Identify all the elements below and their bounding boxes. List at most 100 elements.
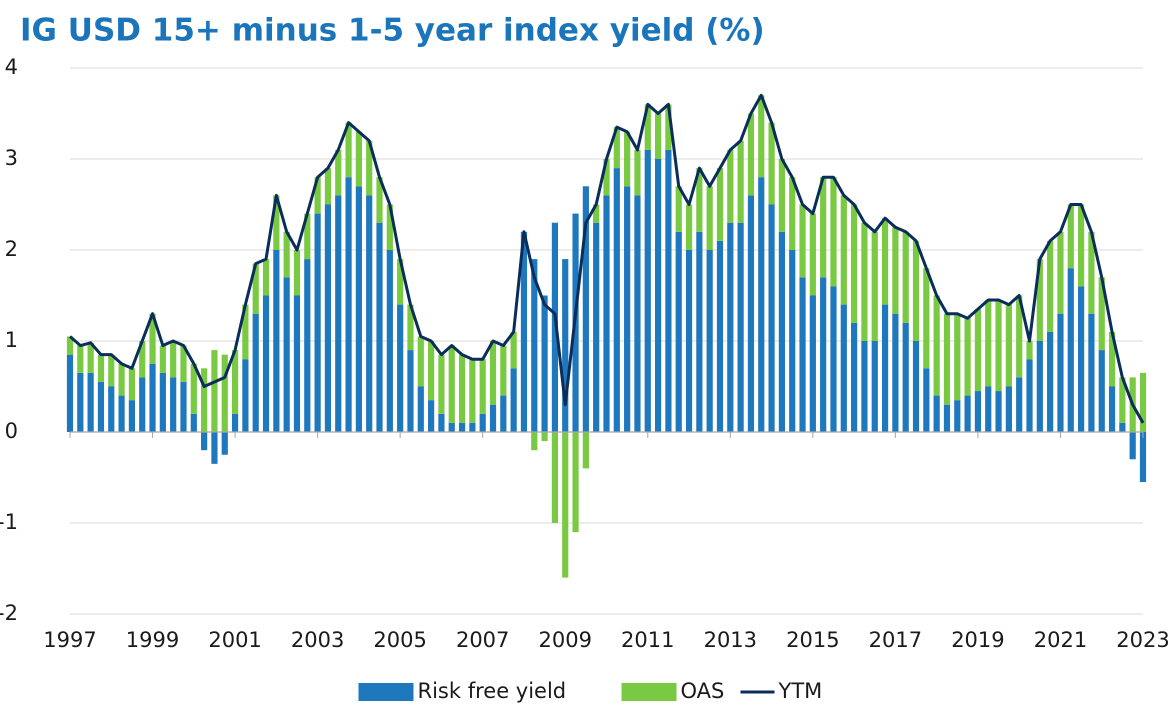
bar	[562, 432, 569, 578]
bar	[933, 395, 940, 432]
bar	[954, 400, 961, 432]
bar	[954, 313, 961, 401]
bar	[1088, 231, 1095, 314]
bar	[634, 149, 641, 196]
bar	[324, 204, 332, 432]
bar	[345, 122, 352, 178]
bar	[995, 300, 1002, 392]
bar	[1108, 386, 1116, 432]
bar	[758, 95, 765, 178]
bar	[386, 204, 393, 250]
bar	[273, 250, 280, 432]
bar	[128, 400, 135, 432]
bar	[448, 422, 455, 432]
bar	[149, 313, 156, 364]
bar	[830, 177, 837, 287]
bar	[613, 127, 620, 169]
bar	[706, 250, 713, 432]
bar	[159, 345, 166, 373]
bar	[500, 345, 507, 396]
bar	[118, 395, 125, 432]
bar	[851, 322, 858, 432]
bar	[417, 386, 424, 432]
bar	[840, 195, 847, 305]
bar	[335, 149, 342, 196]
bar	[851, 204, 858, 323]
bar	[201, 432, 208, 451]
bar	[964, 395, 971, 432]
bar	[355, 131, 362, 187]
bar	[634, 195, 641, 432]
bar	[1139, 372, 1147, 432]
bar	[1129, 432, 1136, 460]
bar	[1005, 386, 1012, 432]
bar	[438, 413, 445, 432]
bar	[407, 304, 414, 351]
bar	[190, 363, 197, 414]
bar	[840, 304, 847, 432]
bar	[242, 304, 249, 360]
bar	[685, 250, 693, 432]
bar	[1016, 377, 1023, 432]
bar	[871, 231, 878, 341]
bar	[716, 168, 724, 241]
bar	[500, 395, 507, 432]
bar	[304, 213, 311, 260]
bar	[386, 250, 393, 432]
bar	[582, 186, 589, 432]
bar	[1057, 313, 1064, 432]
bar	[520, 231, 528, 432]
bar	[108, 386, 115, 432]
bar	[675, 231, 682, 432]
x-tick-label: 2015	[786, 628, 839, 652]
bar	[1036, 341, 1043, 432]
x-tick-label: 2005	[373, 628, 426, 652]
bar	[1088, 313, 1095, 432]
bar	[252, 313, 259, 432]
bar	[1005, 304, 1012, 387]
bar	[902, 322, 909, 432]
bar	[180, 345, 187, 382]
bar	[727, 222, 734, 432]
bar	[77, 372, 84, 432]
bar	[201, 368, 208, 432]
x-tick-label: 1999	[126, 628, 179, 652]
bar	[407, 350, 414, 432]
bar	[758, 177, 765, 432]
bar	[593, 222, 600, 432]
bar	[458, 354, 466, 423]
bar	[624, 131, 631, 187]
bar	[366, 195, 373, 432]
bar	[531, 259, 538, 432]
bar	[108, 354, 115, 387]
bar	[1078, 286, 1085, 432]
y-tick-label: 4	[5, 55, 18, 79]
bar	[1139, 432, 1147, 483]
bar	[489, 404, 497, 432]
bar	[1026, 359, 1033, 432]
bar	[665, 104, 672, 150]
bar	[1047, 331, 1054, 432]
x-tick-label: 2009	[539, 628, 592, 652]
bar	[809, 295, 816, 432]
bar	[417, 336, 424, 387]
bar	[345, 177, 352, 432]
bar	[820, 277, 827, 432]
bar	[304, 259, 311, 432]
bar	[283, 231, 290, 278]
bar	[799, 204, 806, 278]
bar	[469, 422, 476, 432]
bar	[923, 268, 930, 369]
bar	[861, 222, 868, 341]
bar	[644, 104, 651, 150]
bar	[892, 227, 899, 314]
bar	[974, 309, 982, 392]
bar	[87, 372, 94, 432]
x-tick-label: 2023	[1116, 628, 1169, 652]
bar	[180, 381, 187, 432]
bar	[706, 186, 713, 250]
bar	[366, 140, 373, 196]
bar	[995, 391, 1002, 432]
bar	[531, 432, 538, 451]
bar	[231, 413, 239, 432]
